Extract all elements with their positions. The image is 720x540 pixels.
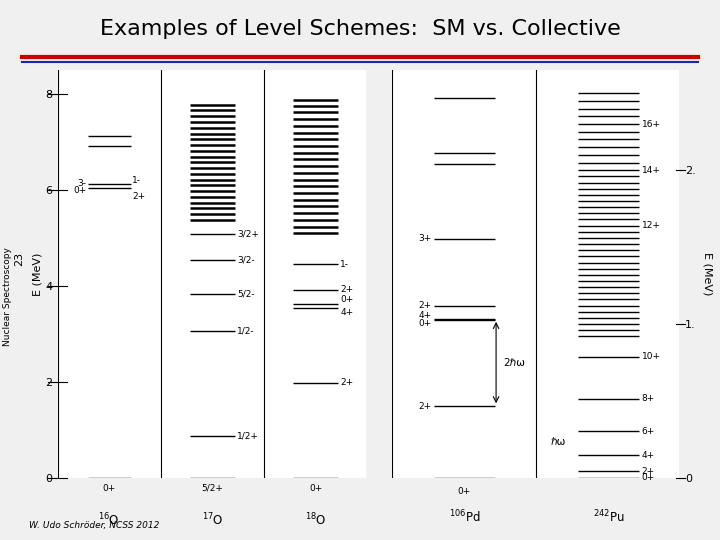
Text: Nuclear Spectroscopy: Nuclear Spectroscopy xyxy=(3,247,12,347)
Text: 23: 23 xyxy=(14,252,24,266)
Text: 2+: 2+ xyxy=(132,192,145,200)
Text: 3/2-: 3/2- xyxy=(237,255,255,264)
Text: 14+: 14+ xyxy=(642,166,660,175)
Text: 16+: 16+ xyxy=(642,119,660,129)
Text: 0+: 0+ xyxy=(102,484,116,492)
Text: $^{16}$O: $^{16}$O xyxy=(99,511,120,528)
Text: 1-: 1- xyxy=(132,176,141,185)
Text: 4+: 4+ xyxy=(341,308,354,316)
Text: 1/2+: 1/2+ xyxy=(237,431,259,441)
Text: $^{242}$Pu: $^{242}$Pu xyxy=(593,509,624,525)
Text: 6+: 6+ xyxy=(642,427,654,436)
Text: 3/2+: 3/2+ xyxy=(237,230,259,239)
Text: 0+: 0+ xyxy=(642,474,654,482)
Text: 1-: 1- xyxy=(341,260,349,269)
Text: $^{17}$O: $^{17}$O xyxy=(202,511,223,528)
Text: 0+: 0+ xyxy=(73,186,86,195)
Y-axis label: E (MeV): E (MeV) xyxy=(33,252,42,296)
Text: ℏω: ℏω xyxy=(551,437,566,447)
Text: 4+: 4+ xyxy=(642,451,654,460)
Text: 0+: 0+ xyxy=(458,487,471,496)
Text: 4+: 4+ xyxy=(418,311,431,320)
Text: 1/2-: 1/2- xyxy=(237,327,255,336)
Text: W. Udo Schröder, NCSS 2012: W. Udo Schröder, NCSS 2012 xyxy=(29,521,159,530)
Text: 10+: 10+ xyxy=(642,353,660,361)
Text: 3-: 3- xyxy=(78,179,86,188)
Text: 12+: 12+ xyxy=(642,221,660,230)
Text: 2+: 2+ xyxy=(418,402,431,410)
Text: $^{18}$O: $^{18}$O xyxy=(305,511,326,528)
Text: 8+: 8+ xyxy=(642,395,654,403)
Text: 0+: 0+ xyxy=(341,295,354,304)
Y-axis label: E (MeV): E (MeV) xyxy=(703,252,713,296)
Text: 2+: 2+ xyxy=(341,379,354,387)
Text: 0+: 0+ xyxy=(309,484,323,492)
Text: 2ℏω: 2ℏω xyxy=(503,357,526,368)
Text: 2+: 2+ xyxy=(341,285,354,294)
Text: 5/2+: 5/2+ xyxy=(202,484,223,492)
Text: 3+: 3+ xyxy=(418,234,431,244)
Text: 2+: 2+ xyxy=(418,301,431,310)
Text: 0+: 0+ xyxy=(418,319,431,328)
Text: 5/2-: 5/2- xyxy=(237,289,255,298)
Text: Examples of Level Schemes:  SM vs. Collective: Examples of Level Schemes: SM vs. Collec… xyxy=(99,19,621,39)
Text: 2+: 2+ xyxy=(642,467,654,476)
Text: $^{106}$Pd: $^{106}$Pd xyxy=(449,509,480,525)
